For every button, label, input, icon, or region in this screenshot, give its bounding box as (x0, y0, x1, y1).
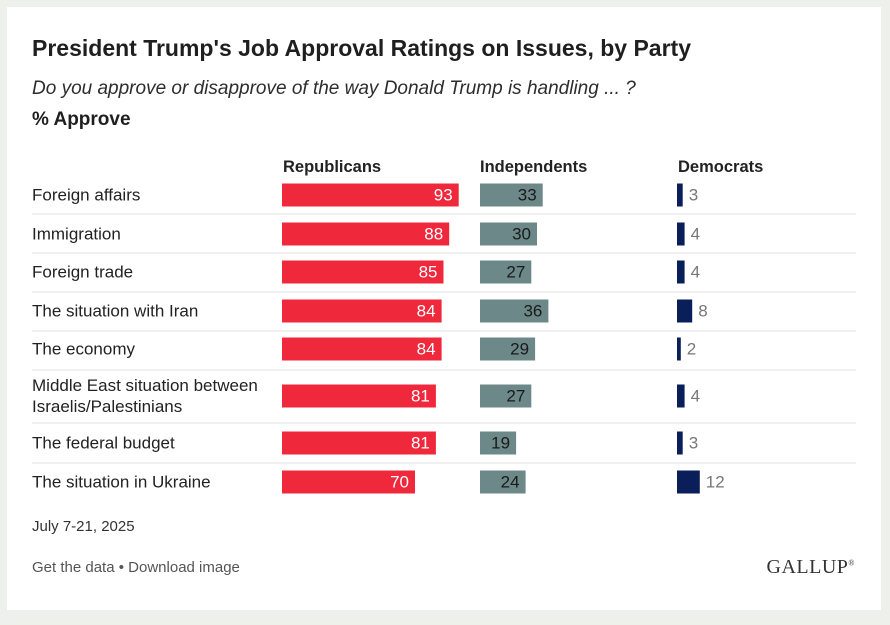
category-label: The situation with Iran (32, 302, 198, 321)
bar-democrats (677, 260, 685, 284)
survey-date: July 7-21, 2025 (32, 518, 135, 535)
data-label-republicans: 85 (419, 263, 438, 282)
bar-republicans (282, 299, 442, 323)
category-label: Immigration (32, 225, 121, 244)
column-header-democrats: Democrats (678, 158, 764, 176)
data-label-republicans: 70 (390, 473, 409, 492)
data-label-independents: 27 (506, 387, 525, 406)
bar-republicans (282, 431, 436, 455)
column-header-independents: Independents (480, 158, 588, 176)
data-label-democrats: 3 (689, 186, 698, 205)
get-data-link[interactable]: Get the data (32, 559, 115, 576)
data-label-republicans: 88 (424, 225, 443, 244)
data-label-democrats: 12 (706, 473, 725, 492)
download-image-link[interactable]: Download image (128, 559, 240, 576)
bar-democrats (677, 431, 683, 455)
bar-democrats (677, 222, 685, 246)
data-label-independents: 36 (523, 302, 542, 321)
bar-independents (480, 183, 543, 207)
data-label-independents: 30 (512, 225, 531, 244)
bar-independents (480, 260, 532, 284)
category-label: Foreign trade (32, 263, 133, 282)
bar-independents (480, 431, 517, 455)
data-label-democrats: 4 (691, 225, 700, 244)
measure-label: % Approve (32, 109, 131, 130)
data-label-republicans: 81 (411, 434, 430, 453)
bar-republicans (282, 337, 442, 361)
data-label-democrats: 2 (687, 340, 696, 359)
gallup-logo-text: GALLUP (766, 556, 849, 578)
category-label: Middle East situation between (32, 376, 258, 395)
data-label-democrats: 4 (691, 263, 700, 282)
data-label-independents: 33 (518, 186, 537, 205)
bar-republicans (282, 260, 444, 284)
chart-subtitle: Do you approve or disapprove of the way … (32, 78, 636, 99)
category-label: The economy (32, 340, 135, 359)
category-label: The situation in Ukraine (32, 473, 211, 492)
data-label-independents: 27 (506, 263, 525, 282)
bar-democrats (677, 470, 700, 494)
data-label-independents: 24 (501, 473, 520, 492)
bar-democrats (677, 183, 683, 207)
bar-republicans (282, 384, 436, 408)
bar-democrats (677, 337, 681, 361)
category-label: Foreign affairs (32, 186, 140, 205)
data-label-republicans: 84 (417, 302, 436, 321)
data-label-republicans: 93 (434, 186, 453, 205)
bar-republicans (282, 222, 450, 246)
data-label-democrats: 3 (689, 434, 698, 453)
bar-republicans (282, 470, 415, 494)
data-label-democrats: 8 (698, 302, 707, 321)
chart-card: President Trump's Job Approval Ratings o… (7, 7, 881, 610)
data-label-republicans: 84 (417, 340, 436, 359)
data-label-independents: 19 (491, 434, 510, 453)
footer-separator: • (118, 559, 124, 576)
category-label: Israelis/Palestinians (32, 397, 182, 416)
bar-independents (480, 222, 537, 246)
category-label: The federal budget (32, 434, 175, 453)
data-label-democrats: 4 (691, 387, 700, 406)
bar-independents (480, 384, 532, 408)
bar-independents (480, 299, 549, 323)
data-label-republicans: 81 (411, 387, 430, 406)
bar-independents (480, 337, 536, 361)
column-header-republicans: Republicans (283, 158, 382, 176)
data-label-independents: 29 (510, 340, 529, 359)
footer-links: Get the data • Download image (32, 559, 240, 576)
gallup-logo: GALLUP® (766, 556, 855, 578)
bar-republicans (282, 183, 459, 207)
chart-title: President Trump's Job Approval Ratings o… (32, 35, 692, 61)
bar-independents (480, 470, 526, 494)
bar-democrats (677, 299, 693, 323)
bar-democrats (677, 384, 685, 408)
